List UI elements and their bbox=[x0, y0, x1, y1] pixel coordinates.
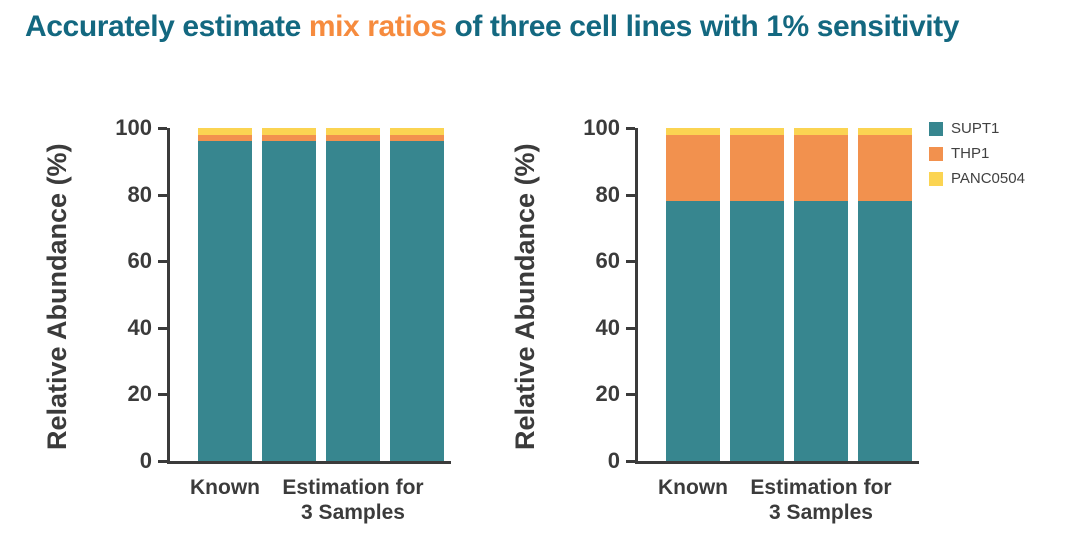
x-axis-group-label: Estimation for 3 Samples bbox=[282, 476, 424, 525]
bar-segment-thp1 bbox=[730, 134, 784, 202]
y-tick-label: 20 bbox=[127, 381, 152, 407]
y-tick-mark bbox=[158, 326, 167, 330]
legend-item: THP1 bbox=[929, 145, 1025, 162]
x-axis-group-label: Known bbox=[190, 476, 260, 499]
y-tick-mark bbox=[158, 193, 167, 197]
y-tick-label: 0 bbox=[607, 448, 620, 473]
y-tick-mark bbox=[158, 127, 167, 130]
y-tick-label: 40 bbox=[127, 314, 152, 340]
y-tick-label: 100 bbox=[583, 115, 620, 140]
bar-segment-supt1 bbox=[666, 201, 720, 461]
title-text-teal-1: Accurately estimate bbox=[25, 10, 309, 43]
y-tick-mark bbox=[158, 460, 167, 463]
chart-legend: SUPT1 THP1 PANC0504 bbox=[929, 120, 1025, 197]
y-tick-label: 100 bbox=[115, 115, 152, 140]
x-axis-group-label: Estimation for 3 Samples bbox=[750, 476, 892, 525]
legend-label: THP1 bbox=[951, 145, 990, 162]
bar-segment-thp1 bbox=[858, 134, 912, 202]
y-tick-label: 60 bbox=[595, 248, 620, 274]
bar-segment-thp1 bbox=[198, 134, 252, 142]
y-tick-mark bbox=[626, 393, 635, 397]
legend-swatch bbox=[929, 172, 943, 186]
x-axis-line bbox=[635, 461, 919, 464]
y-axis-label: Relative Abundance (%) bbox=[42, 143, 72, 450]
legend-swatch bbox=[929, 122, 943, 136]
bar-segment-panc0504 bbox=[858, 128, 912, 135]
y-tick-mark bbox=[626, 127, 635, 130]
x-axis-line bbox=[167, 461, 451, 464]
bar-segment-panc0504 bbox=[198, 128, 252, 135]
bar-segment-supt1 bbox=[198, 141, 252, 461]
y-axis-line bbox=[635, 128, 638, 464]
bar-segment-thp1 bbox=[390, 134, 444, 142]
bar-segment-panc0504 bbox=[730, 128, 784, 135]
bar-segment-panc0504 bbox=[262, 128, 316, 135]
bar-segment-supt1 bbox=[730, 201, 784, 461]
y-tick-label: 0 bbox=[139, 448, 152, 473]
bar-segment-supt1 bbox=[390, 141, 444, 461]
title-text-teal-2: of three cell lines with 1% sensitivity bbox=[446, 10, 960, 43]
legend-item: SUPT1 bbox=[929, 120, 1025, 137]
y-tick-mark bbox=[626, 193, 635, 197]
legend-label: PANC0504 bbox=[951, 170, 1025, 187]
y-axis-label: Relative Abundance (%) bbox=[510, 143, 540, 450]
y-tick-mark bbox=[158, 393, 167, 397]
y-tick-label: 20 bbox=[595, 381, 620, 407]
bar-segment-panc0504 bbox=[390, 128, 444, 135]
bar-segment-panc0504 bbox=[666, 128, 720, 135]
left-stacked-bar-chart: Relative Abundance (%) 0 20 40 60 80 100 Known E… bbox=[40, 110, 460, 535]
title-text-orange-accent: mix ratios bbox=[308, 10, 447, 43]
bar-segment-thp1 bbox=[666, 134, 720, 202]
bar-segment-panc0504 bbox=[326, 128, 380, 135]
y-tick-mark bbox=[626, 326, 635, 330]
y-tick-mark bbox=[626, 460, 635, 463]
slide-title: Accurately estimate mix ratios of three … bbox=[25, 10, 959, 44]
legend-item: PANC0504 bbox=[929, 170, 1025, 187]
right-stacked-bar-chart: Relative Abundance (%) 0 20 40 60 80 100 Known E… bbox=[508, 110, 928, 535]
y-tick-label: 80 bbox=[595, 181, 620, 207]
y-tick-label: 60 bbox=[127, 248, 152, 274]
x-axis-group-label: Known bbox=[658, 476, 728, 499]
y-tick-label: 80 bbox=[127, 181, 152, 207]
y-tick-mark bbox=[158, 260, 167, 264]
legend-swatch bbox=[929, 147, 943, 161]
bar-segment-supt1 bbox=[262, 141, 316, 461]
y-tick-label: 40 bbox=[595, 314, 620, 340]
bar-segment-thp1 bbox=[794, 134, 848, 202]
y-tick-mark bbox=[626, 260, 635, 264]
bar-segment-supt1 bbox=[326, 141, 380, 461]
bar-segment-thp1 bbox=[326, 134, 380, 142]
bar-segment-supt1 bbox=[794, 201, 848, 461]
legend-label: SUPT1 bbox=[951, 120, 1000, 137]
y-axis-line bbox=[167, 128, 170, 464]
bar-segment-thp1 bbox=[262, 134, 316, 142]
bar-segment-panc0504 bbox=[794, 128, 848, 135]
bar-segment-supt1 bbox=[858, 201, 912, 461]
